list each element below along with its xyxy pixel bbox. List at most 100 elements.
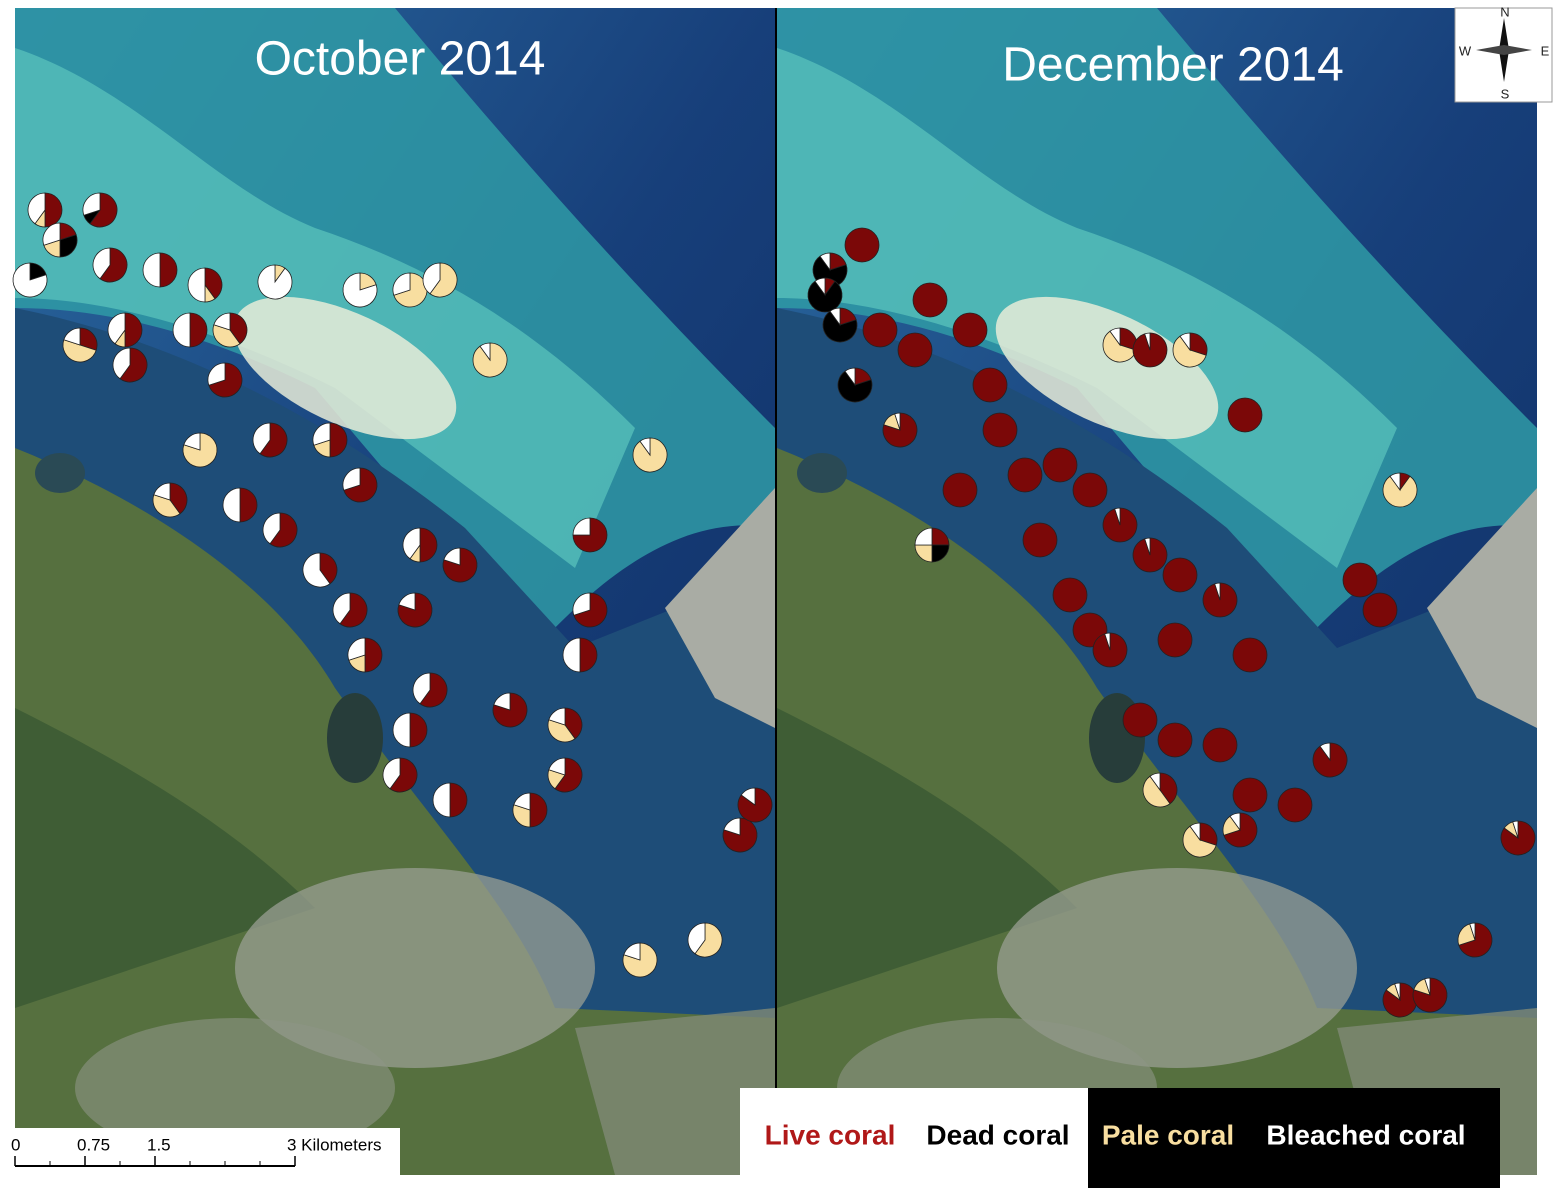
compass-w: W [1459,43,1472,58]
site-pie [392,712,428,748]
pie-slice [572,517,591,536]
pie-slice [1144,332,1151,351]
pie-slice [213,312,231,331]
pie-slice [63,327,81,346]
site-pie [1182,822,1218,858]
pie-slice [1319,742,1331,762]
legend-box [1088,1088,1500,1188]
pie-slice [694,922,723,958]
site-pie [1157,722,1193,758]
pie-slice [942,472,978,508]
pie-slice [1199,822,1218,846]
site-pie [1122,702,1158,738]
pie-slice [819,252,831,272]
pie-slice [398,592,416,611]
pie-slice [189,312,208,348]
pie-slice [269,512,298,548]
site-pie [512,792,548,828]
pie-slice [342,467,361,491]
pie-slice [623,942,641,961]
scale-label: 0 [11,1135,20,1154]
site-pie [492,692,528,728]
site-pie [837,367,873,403]
site-pie [397,592,433,628]
pie-slice [479,342,491,362]
site-pie [562,637,598,673]
panel-title: October 2014 [255,33,546,86]
pie-slice [393,272,428,308]
site-pie [1500,820,1536,856]
pie-slice [1362,592,1398,628]
site-pie [1132,332,1168,368]
pie-slice [124,312,143,348]
pie-slice [392,712,411,748]
pie-slice [222,487,241,523]
pie-slice [972,367,1008,403]
pie-slice [952,312,988,348]
pie-slice [1424,977,1431,996]
pie-slice [262,512,281,545]
pie-slice [239,487,258,523]
site-pie [1142,772,1178,808]
pie-slice [1227,397,1263,433]
pie-slice [1389,472,1401,492]
pie-slice [807,280,843,313]
site-pie [687,922,723,958]
pie-slice [1162,557,1198,593]
pie-slice [1104,632,1111,651]
pie-slice [99,247,128,283]
site-pie [42,222,78,258]
pie-slice [1122,702,1158,738]
site-pie [222,487,258,523]
site-pie [107,312,143,348]
pie-slice [12,262,48,298]
compass-e: E [1541,43,1550,58]
site-pie [1162,557,1198,593]
legend-entry: Bleached coral [1266,1119,1465,1150]
pie-slice [573,592,608,628]
site-pie [172,312,208,348]
scale-label: 0.75 [77,1135,110,1154]
pie-slice [204,267,223,300]
site-pie [342,467,378,503]
pie-slice [579,637,598,673]
pie-slice [332,592,351,625]
site-pie [862,312,898,348]
pie-slice [1394,982,1401,1001]
pie-slice [1189,822,1201,842]
pie-slice [844,367,856,387]
pie-slice [1157,622,1193,658]
site-pie [1342,562,1378,598]
pie-slice [59,234,78,258]
pie-slice [312,422,331,446]
pie-slice [639,437,651,457]
site-pie [12,262,48,298]
site-pie [632,437,668,473]
pie-slice [207,362,226,386]
pie-slice [389,757,418,793]
pie-slice [62,339,97,363]
site-pie [622,942,658,978]
site-pie [402,527,438,563]
pie-slice [107,312,126,345]
site-pie [27,192,63,228]
pie-slice [1382,475,1418,508]
site-pie [1202,727,1238,763]
site-pie [882,412,918,448]
pie-slice [572,592,591,616]
pie-slice [259,422,288,458]
pie-slice [1189,332,1208,356]
site-pie [1382,982,1418,1018]
pie-slice [814,277,826,297]
pie-slice [422,262,441,295]
compass-s: S [1501,86,1510,101]
pie-slice [1102,330,1137,363]
pie-slice [429,262,458,298]
pie-slice [1052,577,1088,613]
site-pie [142,252,178,288]
pie-slice [419,672,448,708]
site-pie [1382,472,1418,508]
pie-slice [914,527,933,546]
pie-slice [347,637,366,661]
